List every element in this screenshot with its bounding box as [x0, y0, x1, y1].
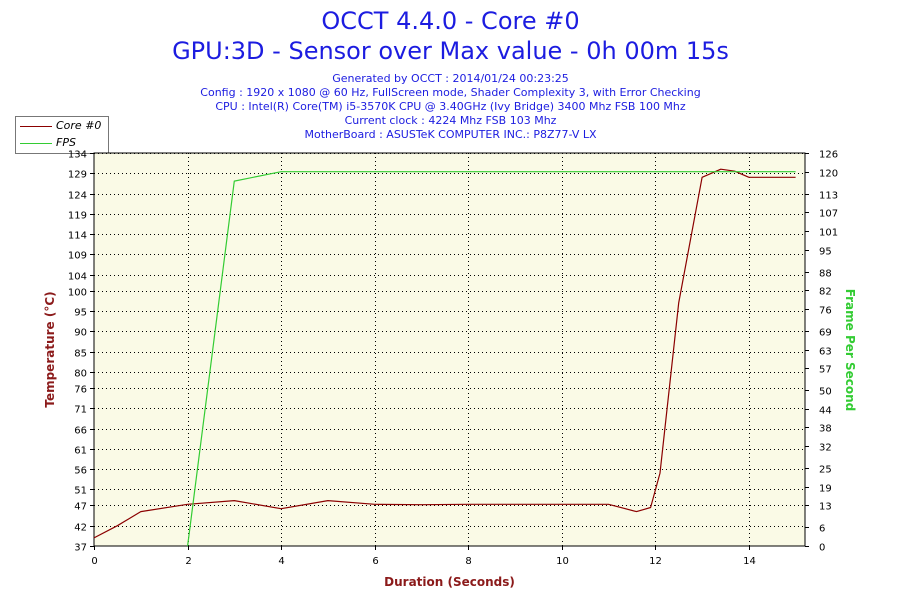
y-tick-label: 80: [74, 369, 87, 380]
y2-tick-label: 95: [819, 247, 832, 258]
y2-tick-label: 63: [819, 347, 832, 358]
x-tick-label: 14: [743, 556, 756, 567]
y2-tick-label: 50: [819, 387, 832, 398]
y-axis-title-left: Temperature (°C): [43, 291, 57, 407]
y2-tick-label: 101: [819, 228, 838, 239]
y-tick-label: 119: [68, 211, 87, 222]
y-tick-label: 129: [68, 170, 87, 181]
y-tick-label: 51: [74, 486, 87, 497]
y2-tick-label: 25: [819, 465, 832, 476]
x-tick-label: 8: [465, 556, 471, 567]
y-tick-label: 95: [74, 308, 87, 319]
info-generated: Generated by OCCT : 2014/01/24 00:23:25: [332, 72, 569, 85]
y2-tick-label: 126: [819, 150, 838, 161]
x-tick-label: 6: [372, 556, 378, 567]
y2-tick-label: 44: [819, 406, 832, 417]
x-tick-label: 12: [649, 556, 662, 567]
legend-swatch-fps: [20, 143, 52, 144]
y-axis-title-right: Frame Per Second: [843, 289, 857, 412]
y2-tick-label: 69: [819, 328, 832, 339]
y2-tick-label: 82: [819, 287, 832, 298]
info-config: Config : 1920 x 1080 @ 60 Hz, FullScreen…: [200, 86, 701, 99]
y-tick-label: 100: [68, 288, 87, 299]
y-tick-label: 37: [74, 543, 87, 554]
axis-ticks: 3742475156616671768085909510010410911411…: [68, 150, 838, 568]
legend-label-core: Core #0: [56, 119, 102, 132]
legend-item-fps: FPS: [16, 135, 108, 151]
info-motherboard: MotherBoard : ASUSTeK COMPUTER INC.: P8Z…: [304, 128, 597, 141]
legend-swatch-core: [20, 126, 52, 127]
series-line-core: [93, 168, 796, 539]
y-tick-label: 42: [74, 523, 87, 534]
y-tick-label: 114: [68, 231, 87, 242]
y-tick-label: 76: [74, 385, 87, 396]
y-tick-label: 66: [74, 426, 87, 437]
info-clock: Current clock : 4224 Mhz FSB 103 Mhz: [344, 114, 557, 127]
y2-tick-label: 38: [819, 424, 832, 435]
legend: Core #0 FPS: [15, 116, 109, 154]
x-axis-title: Duration (Seconds): [384, 575, 515, 589]
y-tick-label: 134: [68, 150, 87, 161]
y2-tick-label: 57: [819, 365, 832, 376]
y-tick-label: 56: [74, 466, 87, 477]
x-tick-label: 4: [278, 556, 284, 567]
y-tick-label: 109: [68, 251, 87, 262]
x-tick-label: 2: [185, 556, 191, 567]
y2-tick-label: 6: [819, 524, 825, 535]
y2-tick-label: 113: [819, 191, 838, 202]
x-tick-label: 10: [556, 556, 569, 567]
y2-tick-label: 0: [819, 543, 825, 554]
y-tick-label: 90: [74, 328, 87, 339]
y2-tick-label: 88: [819, 269, 832, 280]
grid: [94, 153, 805, 546]
legend-label-fps: FPS: [56, 136, 76, 149]
legend-item-core: Core #0: [16, 118, 108, 134]
y2-tick-label: 13: [819, 502, 832, 513]
y-tick-label: 124: [68, 191, 87, 202]
chart-subtitle: GPU:3D - Sensor over Max value - 0h 00m …: [172, 37, 729, 65]
plot-area: [93, 152, 806, 547]
series: [93, 168, 796, 547]
y-tick-label: 47: [74, 502, 87, 513]
y-tick-label: 71: [74, 405, 87, 416]
chart-title: OCCT 4.4.0 - Core #0: [321, 7, 580, 35]
info-cpu: CPU : Intel(R) Core(TM) i5-3570K CPU @ 3…: [215, 100, 686, 113]
y-tick-label: 61: [74, 446, 87, 457]
y2-tick-label: 32: [819, 443, 832, 454]
series-line-fps: [187, 171, 796, 547]
y2-tick-label: 120: [819, 169, 838, 180]
y2-tick-label: 107: [819, 209, 838, 220]
y-tick-label: 104: [68, 272, 87, 283]
y-tick-label: 85: [74, 349, 87, 360]
y2-tick-label: 76: [819, 306, 832, 317]
y2-tick-label: 19: [819, 484, 832, 495]
x-tick-label: 0: [91, 556, 97, 567]
